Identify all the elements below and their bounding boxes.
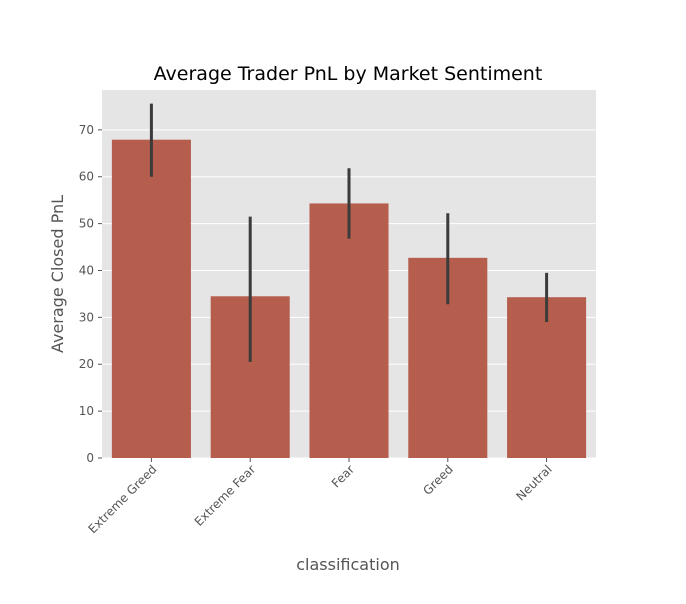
bar <box>111 139 191 459</box>
bar <box>507 297 587 458</box>
x-tick-label: Greed <box>420 462 456 498</box>
x-axis: Extreme Greed Extreme Fear Fear Greed Neutra… <box>85 458 555 536</box>
y-tick-label: 30 <box>79 310 94 324</box>
y-tick-label: 50 <box>79 217 94 231</box>
y-axis: 0 10 20 30 40 50 60 70 <box>79 123 102 465</box>
x-tick-label: Extreme Greed <box>85 462 159 536</box>
x-tick-label: Fear <box>329 462 357 490</box>
chart-title: Average Trader PnL by Market Sentiment <box>154 63 543 85</box>
y-tick-label: 0 <box>86 451 94 465</box>
y-tick-label: 10 <box>79 404 94 418</box>
y-tick-label: 40 <box>79 263 94 277</box>
x-tick-label: Extreme Fear <box>192 462 259 529</box>
error-bars <box>149 103 549 362</box>
y-tick-label: 60 <box>79 170 94 184</box>
y-tick-label: 70 <box>79 123 94 137</box>
bars <box>111 139 587 459</box>
y-tick-label: 20 <box>79 357 94 371</box>
x-tick-label: Neutral <box>513 462 554 503</box>
x-axis-label: classification <box>296 555 400 574</box>
y-axis-label: Average Closed PnL <box>48 195 67 353</box>
bar <box>309 203 389 458</box>
